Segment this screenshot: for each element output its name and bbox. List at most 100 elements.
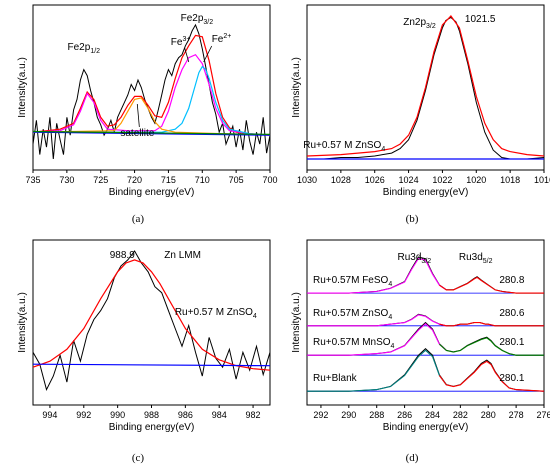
- annotation-fe2p12-text: Fe2p: [68, 42, 91, 53]
- series-label-sub: 4: [388, 281, 392, 288]
- annotation-ru3d32-text: Ru3d: [398, 252, 422, 263]
- plot-frame: [32, 4, 271, 171]
- x-tick-label: 705: [229, 175, 244, 185]
- series-label-text: Ru+0.57M ZnSO: [313, 308, 389, 319]
- x-tick-label: 276: [536, 410, 550, 420]
- series-background-5: [32, 131, 271, 136]
- series-peak-4: [32, 97, 271, 136]
- annotation-ru3d32: Ru3d3/2: [398, 252, 432, 265]
- annotation-ru3d52-text: Ru3d: [459, 252, 483, 263]
- annotation-fe3-text: Fe: [171, 37, 183, 48]
- annotation-sample-sub: 4: [253, 313, 257, 320]
- series-label-sub: 4: [391, 343, 395, 350]
- x-tick-label: 278: [509, 410, 524, 420]
- x-tick-label: 1024: [399, 175, 419, 185]
- annotation-fe2-arrow: [203, 45, 213, 63]
- annotation-peak-988: 988.9: [110, 250, 135, 261]
- annotation-fe2-text: Fe: [212, 34, 224, 45]
- x-tick-label: 715: [161, 175, 176, 185]
- annotation-fe2p32: Fe2p3/2: [181, 13, 214, 26]
- caption-b: (b): [406, 213, 419, 225]
- x-tick-label: 710: [195, 175, 210, 185]
- x-tick-label: 990: [110, 410, 125, 420]
- series-fit-ru3d32-0: [307, 257, 447, 294]
- series-raw-0: [32, 250, 271, 392]
- annotation-fe2p32-text: Fe2p: [181, 13, 204, 24]
- y-axis-title: Intensity(a.u.): [17, 292, 28, 353]
- caption-d: (d): [406, 452, 419, 464]
- annotation-zn2p32: Zn2p3/2: [403, 17, 436, 30]
- series-background-2: [32, 363, 271, 367]
- annotation-fe2p12: Fe2p1/2: [68, 42, 101, 55]
- annotation-fe3-sup: 3+: [182, 36, 190, 43]
- x-tick-label: 1026: [365, 175, 385, 185]
- x-tick-label: 1030: [297, 175, 317, 185]
- x-tick-label: 730: [59, 175, 74, 185]
- annotation-sample: Ru+0.57 M ZnSO4: [303, 140, 385, 153]
- annotation-peak-1021: 1021.5: [465, 14, 496, 25]
- x-axis-title: Binding energy(eV): [383, 187, 469, 198]
- x-tick-label: 984: [212, 410, 227, 420]
- series-peak-label-1: 280.6: [499, 308, 524, 319]
- series-fit-ru3d32-3: [307, 349, 447, 392]
- y-axis-title: Intensity(a.u.): [291, 57, 302, 118]
- x-tick-label: 982: [246, 410, 261, 420]
- x-tick-label: 700: [262, 175, 277, 185]
- x-tick-label: 280: [481, 410, 496, 420]
- panel-c-chart: 994 992 990 988 986 984 982 Binding energy(eV) I…: [17, 239, 271, 433]
- series-fit-ru3d32-1: [307, 314, 447, 327]
- series-peak-2: [32, 53, 271, 136]
- panel-b-chart: 1030 1028 1026 1024 1022 1020 1018 1016 Binding …: [291, 4, 550, 198]
- annotation-sample-text: Ru+0.57 M ZnSO: [175, 307, 253, 318]
- annotation-satellite-arrow: [136, 103, 140, 128]
- annotation-fe2: Fe2+: [212, 33, 232, 45]
- annotation-fe2p32-sub: 3/2: [203, 19, 213, 26]
- panel-d-chart: 292 290 288 286 284 282 280 278 276 Binding energ…: [291, 239, 550, 433]
- annotation-zn2p32-text: Zn2p: [403, 17, 426, 28]
- x-tick-label: 725: [93, 175, 108, 185]
- series-label-sub: 4: [388, 314, 392, 321]
- series-fit-1: [306, 15, 545, 157]
- x-tick-label: 1018: [500, 175, 520, 185]
- y-axis-title: Intensity(a.u.): [17, 57, 28, 118]
- annotation-satellite: satellite: [120, 128, 154, 139]
- x-tick-label: 735: [25, 175, 40, 185]
- series-fit-ru3d32-2: [307, 323, 447, 356]
- plot-frame: [306, 4, 545, 171]
- series-raw-0: [307, 16, 545, 160]
- series-peak-label-2: 280.1: [499, 337, 524, 348]
- x-tick-label: 994: [42, 410, 57, 420]
- x-tick-label: 282: [453, 410, 468, 420]
- x-tick-label: 1016: [534, 175, 550, 185]
- x-tick-label: 988: [144, 410, 159, 420]
- annotation-fe3-arrow: [184, 47, 190, 63]
- plot-frame: [32, 239, 271, 406]
- annotation-zn-lmm: Zn LMM: [164, 250, 201, 261]
- annotation-ru3d52-sub: 5/2: [483, 258, 493, 265]
- series-peak-label-3: 280.1: [499, 373, 524, 384]
- series-label-0: Ru+0.57M FeSO4: [313, 275, 392, 288]
- series-background-6: [32, 130, 271, 135]
- series-peak-label-0: 280.8: [499, 275, 524, 286]
- series-envelope-1: [32, 34, 271, 136]
- x-tick-label: 992: [76, 410, 91, 420]
- y-axis-title: Intensity(a.u.): [291, 292, 302, 353]
- series-fit-ru3d52-0: [439, 276, 544, 294]
- x-tick-label: 986: [178, 410, 193, 420]
- series-fit-ru3d52-2: [439, 337, 544, 356]
- series-label-text: Ru+Blank: [313, 373, 358, 384]
- series-label-text: Ru+0.57M MnSO: [313, 337, 391, 348]
- panel-a-chart: 735 730 725 720 715 710 705 700 Binding energy(e…: [17, 4, 278, 198]
- x-tick-label: 1028: [331, 175, 351, 185]
- series-fit-1: [32, 259, 271, 371]
- plot-frame: [306, 239, 545, 406]
- x-tick-label: 292: [313, 410, 328, 420]
- annotation-ru3d32-sub: 3/2: [421, 258, 431, 265]
- series-fit-ru3d52-3: [438, 360, 545, 392]
- x-tick-label: 290: [341, 410, 356, 420]
- x-tick-label: 1020: [466, 175, 486, 185]
- x-axis-title: Binding energy(eV): [383, 422, 469, 433]
- annotation-fe2-sup: 2+: [223, 33, 231, 40]
